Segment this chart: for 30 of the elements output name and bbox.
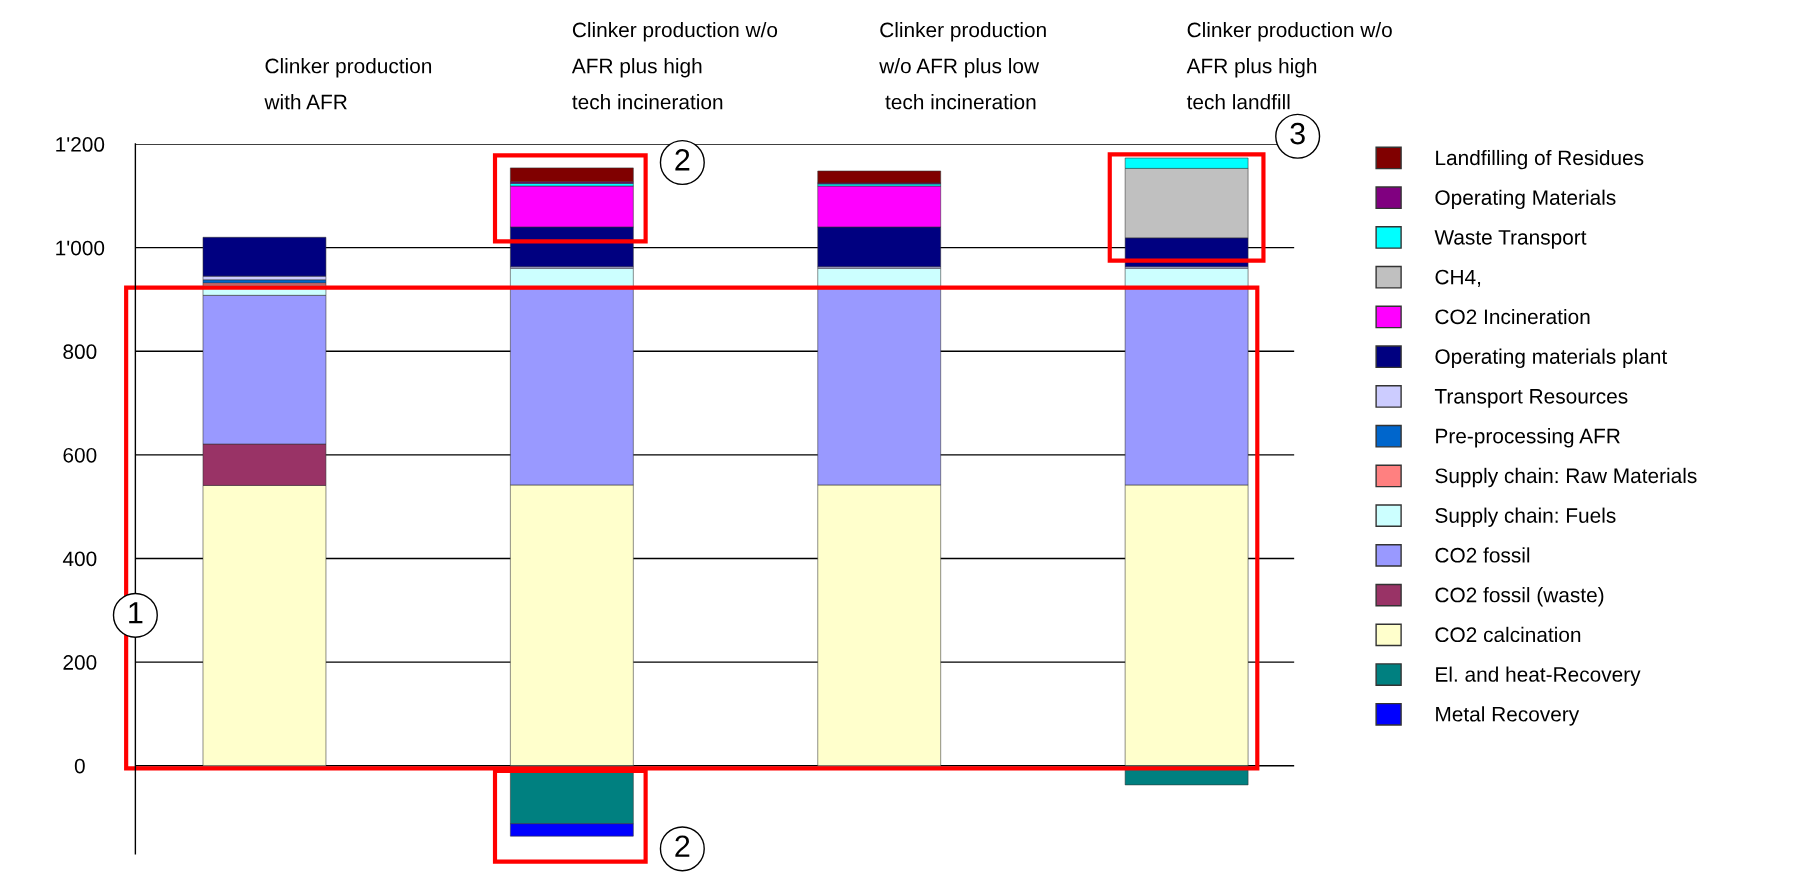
legend-label: Waste Transport (1434, 230, 1587, 249)
y-tick-label: 600 (63, 447, 97, 463)
x-tick-label: Clinker production w/o AFR plus high tech incineration (571, 22, 778, 110)
annotation: 1 (129, 602, 143, 624)
x-tick-label: Clinker production with AFR (264, 58, 432, 110)
y-tick-label: 200 (63, 655, 97, 670)
legend-label: Supply chain: Raw Materials (1435, 467, 1697, 488)
legend-label: CO2 fossil (waste) (1435, 587, 1604, 607)
y-tick-label: 400 (62, 551, 97, 567)
annotation: 3 (1290, 122, 1305, 145)
y-tick-label: 1'000 (56, 240, 105, 256)
legend-label: Operating materials plant (1435, 348, 1668, 369)
legend-label: Supply chain: Fuels (1435, 507, 1616, 527)
legend-label: El. and heat-Recovery (1436, 666, 1641, 686)
annotation: 2 (675, 149, 690, 171)
legend-label: CO2 fossil (1435, 547, 1530, 563)
legend-label: CH4, (1435, 269, 1481, 287)
legend-label: CO2 Incineration (1435, 308, 1590, 325)
legend-label: Operating Materials (1435, 189, 1616, 210)
y-tick-label: 0 (74, 758, 85, 774)
y-tick-label: 800 (63, 344, 97, 360)
legend-label: Transport Resources (1434, 389, 1628, 408)
y-tick-label: 1'200 (56, 137, 105, 152)
annotation: 2 (675, 835, 690, 857)
legend-label: Pre-processing AFR (1436, 428, 1620, 448)
legend-label: CO2 calcination (1435, 626, 1581, 643)
x-tick-label: Clinker production w/o AFR plus high tech landfill (1186, 22, 1392, 110)
x-tick-label: Clinker production w/o AFR plus low tech incineration (879, 22, 1046, 110)
legend-label: Landfilling of Residues (1436, 149, 1644, 170)
legend-label: Metal Recovery (1436, 706, 1580, 726)
